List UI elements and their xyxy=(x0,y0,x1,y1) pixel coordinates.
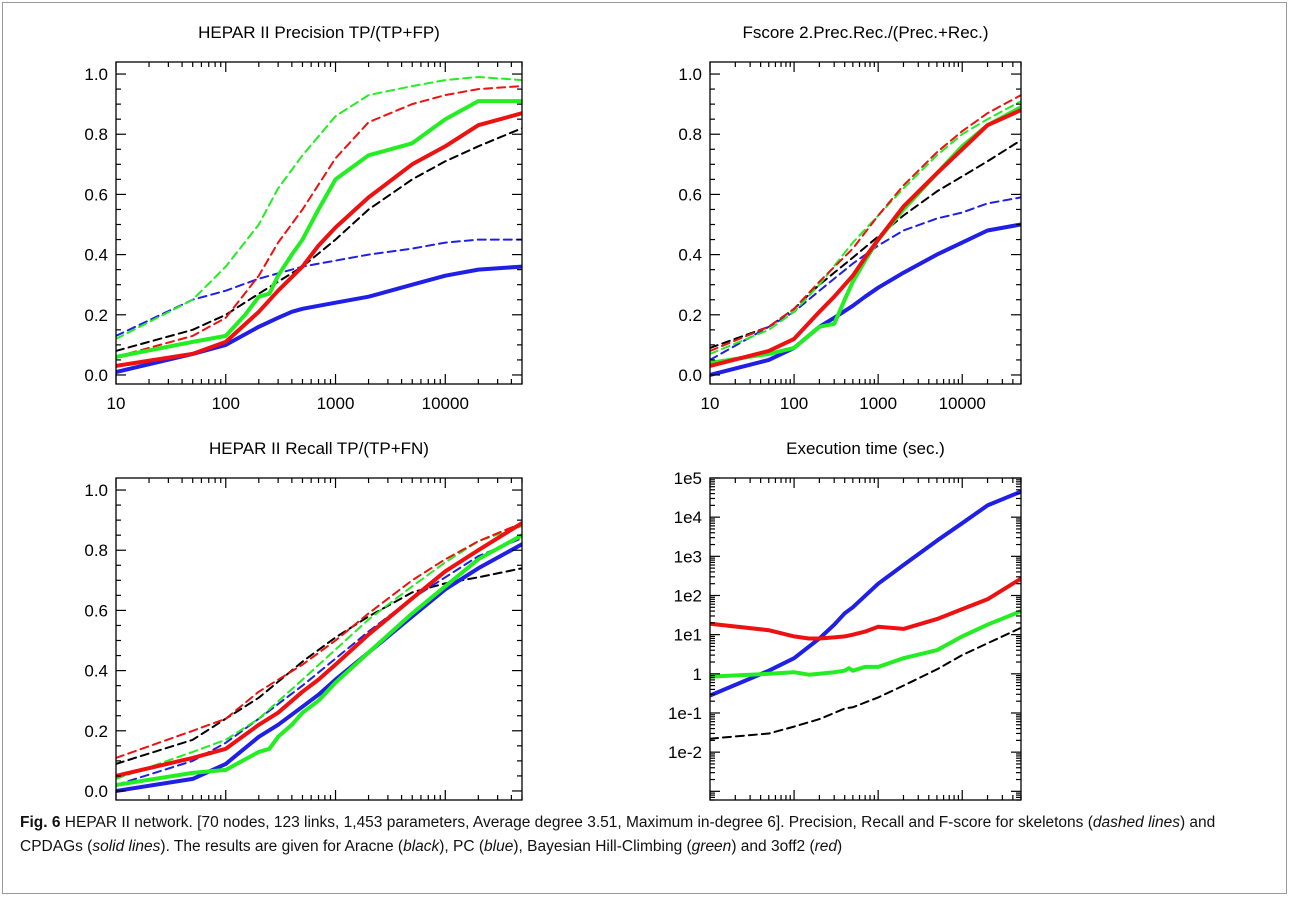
fscore-x-tick-label: 1000 xyxy=(859,394,897,413)
precision-series-green-dashed xyxy=(116,76,522,340)
caption-text-4: ), PC ( xyxy=(439,838,485,855)
recall-y-tick-label: 0.8 xyxy=(84,541,108,560)
precision-y-tick-label: 0.2 xyxy=(84,306,108,325)
recall-series-blue-solid xyxy=(116,542,522,793)
recall-y-tick-label: 0.6 xyxy=(84,601,108,620)
precision-series-red-solid xyxy=(116,111,522,368)
recall-x-ticks xyxy=(115,478,523,800)
recall-y-tick-label: 0.4 xyxy=(84,662,108,681)
fscore-y-tick-label: 1.0 xyxy=(678,65,702,84)
precision-series-green-solid xyxy=(116,99,522,359)
precision-panel: HEPAR II Precision TP/(TP+FP) 10 100 1000 10… xyxy=(84,23,523,413)
caption-emph-blue: blue xyxy=(484,838,514,855)
caption-emph-dashed: dashed lines xyxy=(1092,814,1180,831)
figure-plots: HEPAR II Precision TP/(TP+FP)10 100 1000 10… xyxy=(84,23,1022,801)
exectime-y-tick-label: 1 xyxy=(693,665,702,684)
exectime-axes-frame xyxy=(709,477,1022,801)
recall-title: HEPAR II Recall TP/(TP+FN) xyxy=(209,439,429,458)
exectime-y-tick-label: 1e1 xyxy=(674,626,702,645)
caption-text-2: ) and CPDAGs ( xyxy=(20,814,1216,855)
recall-series-blue-dashed xyxy=(116,537,522,786)
precision-x-tick-label: 100 xyxy=(212,394,240,413)
recall-axes-frame xyxy=(115,477,523,801)
caption-text-7: ) xyxy=(837,838,843,855)
precision-y-tick-label: 0.0 xyxy=(84,366,108,385)
exectime-y-tick-label: 1e5 xyxy=(674,469,702,488)
exectime-y-tick-label: 1e4 xyxy=(674,508,702,527)
exectime-x-ticks xyxy=(709,478,1022,800)
precision-x-tick-label: 1000 xyxy=(317,394,355,413)
recall-series-black-dashed xyxy=(116,567,522,765)
precision-x-tick-label: 10000 xyxy=(422,394,469,413)
exectime-y-ticks xyxy=(710,477,1021,801)
precision-y-tick-label: 0.4 xyxy=(84,246,108,265)
exectime-y-tick-label: 1e2 xyxy=(674,586,702,605)
fscore-title: Fscore 2.Prec.Rec./(Prec.+Rec.) xyxy=(742,23,988,42)
precision-x-ticks xyxy=(115,62,523,384)
caption-text-5: ), Bayesian Hill-Climbing ( xyxy=(513,838,692,855)
figure-caption: Fig. 6 HEPAR II network. [70 nodes, 123 … xyxy=(20,811,1270,859)
precision-y-tick-label: 0.6 xyxy=(84,185,108,204)
exectime-y-tick-label: 1e3 xyxy=(674,547,702,566)
precision-y-tick-label: 0.8 xyxy=(84,125,108,144)
precision-series-blue-solid xyxy=(116,264,522,374)
recall-series-red-dashed xyxy=(116,522,522,759)
fscore-y-tick-label: 0.0 xyxy=(678,366,702,385)
fscore-y-tick-label: 0.4 xyxy=(678,246,702,265)
recall-y-tick-label: 1.0 xyxy=(84,481,108,500)
fscore-panel: Fscore 2.Prec.Rec./(Prec.+Rec.) 10 100 1000… xyxy=(678,23,1022,413)
recall-series-green-dashed xyxy=(116,525,522,780)
exectime-y-tick-label: 1e-2 xyxy=(668,743,702,762)
precision-series-blue-dashed xyxy=(116,238,522,337)
caption-text-6: ) and 3off2 ( xyxy=(731,838,815,855)
recall-series-red-solid xyxy=(116,521,522,778)
recall-series-green-solid xyxy=(116,533,522,787)
fscore-y-tick-label: 0.2 xyxy=(678,306,702,325)
caption-label: Fig. 6 xyxy=(20,814,61,831)
recall-panel: HEPAR II Recall TP/(TP+FN)10100100010000… xyxy=(84,439,523,801)
exectime-panel: Execution time (sec.)101001000100001e-21… xyxy=(668,439,1022,801)
fscore-series-black-dashed xyxy=(710,139,1021,349)
precision-series-red-dashed xyxy=(116,85,522,358)
precision-title: HEPAR II Precision TP/(TP+FP) xyxy=(198,23,440,42)
precision-y-ticks xyxy=(116,73,522,376)
fscore-x-ticks xyxy=(709,62,1022,384)
exectime-series-blue-solid xyxy=(710,489,1021,698)
caption-emph-black: black xyxy=(403,838,440,855)
exectime-series-red-solid xyxy=(710,576,1021,641)
fscore-axes-frame xyxy=(709,61,1022,385)
fscore-y-ticks xyxy=(710,73,1021,376)
precision-series-black-dashed xyxy=(116,127,522,352)
fscore-series-red-solid xyxy=(710,108,1021,368)
precision-y-tick-label: 1.0 xyxy=(84,65,108,84)
exectime-title: Execution time (sec.) xyxy=(786,439,945,458)
fscore-x-tick-label: 100 xyxy=(780,394,808,413)
recall-y-ticks xyxy=(116,489,522,792)
fscore-y-tick-label: 0.6 xyxy=(678,185,702,204)
fscore-series-red-dashed xyxy=(710,94,1021,352)
exectime-y-tick-label: 1e-1 xyxy=(668,704,702,723)
caption-emph-green: green xyxy=(691,838,732,855)
caption-emph-solid: solid lines xyxy=(92,838,161,855)
caption-text-1: HEPAR II network. [70 nodes, 123 links, … xyxy=(60,814,1093,831)
exectime-series-green-solid xyxy=(710,609,1021,679)
exectime-series-black-dashed xyxy=(710,626,1021,740)
caption-emph-red: red xyxy=(814,838,838,855)
recall-y-tick-label: 0.2 xyxy=(84,722,108,741)
recall-y-tick-label: 0.0 xyxy=(84,782,108,801)
precision-x-tick-label: 10 xyxy=(107,394,126,413)
fscore-y-tick-label: 0.8 xyxy=(678,125,702,144)
fscore-x-tick-label: 10000 xyxy=(939,394,986,413)
fscore-x-tick-label: 10 xyxy=(701,394,720,413)
fscore-series-blue-dashed xyxy=(710,196,1021,361)
caption-text-3: ). The results are given for Aracne ( xyxy=(160,838,404,855)
